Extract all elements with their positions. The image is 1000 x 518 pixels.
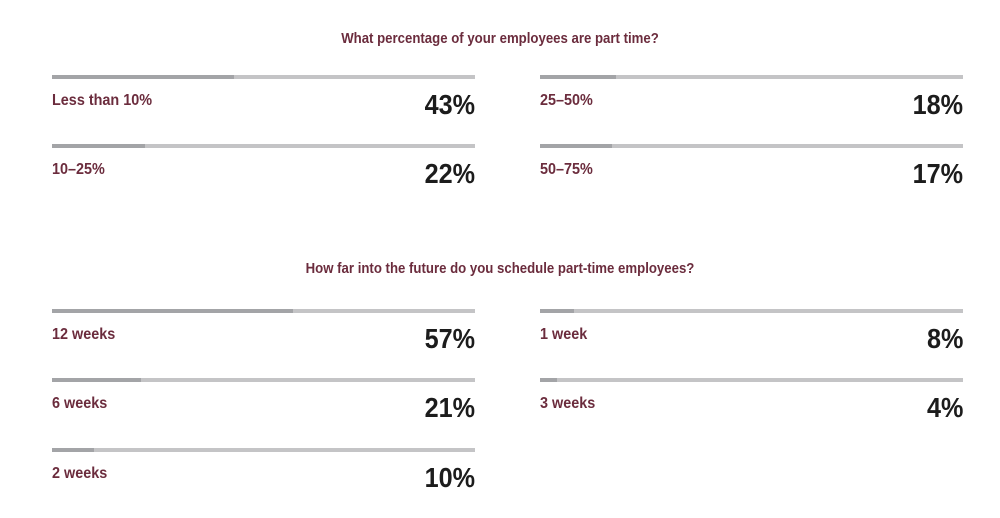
category-label: 1 week xyxy=(540,326,588,343)
bar-fill xyxy=(52,144,145,148)
bar-fill xyxy=(540,75,616,79)
value-label: 10% xyxy=(424,462,475,493)
category-label: 3 weeks xyxy=(540,395,596,412)
chart-title: What percentage of your employees are pa… xyxy=(341,30,659,47)
category-label: 10–25% xyxy=(52,161,105,178)
bar-fill xyxy=(540,144,612,148)
value-label: 4% xyxy=(926,392,963,423)
bar-fill xyxy=(52,378,141,382)
stat-less-than-10: Less than 10% 43% xyxy=(52,75,475,145)
value-label: 17% xyxy=(912,158,963,189)
bar-track xyxy=(540,75,963,79)
category-label: 2 weeks xyxy=(52,465,108,482)
stat-6-weeks: 6 weeks 21% xyxy=(52,378,475,448)
stat-10-25: 10–25% 22% xyxy=(52,144,475,214)
chart-title: How far into the future do you schedule … xyxy=(305,260,695,277)
value-label: 21% xyxy=(424,392,475,423)
bar-fill xyxy=(52,75,234,79)
stat-12-weeks: 12 weeks 57% xyxy=(52,309,475,379)
value-label: 57% xyxy=(424,323,475,354)
bar-fill xyxy=(540,378,557,382)
stat-2-weeks: 2 weeks 10% xyxy=(52,448,475,518)
category-label: 12 weeks xyxy=(52,326,116,343)
bar-track xyxy=(52,144,475,148)
stat-3-weeks: 3 weeks 4% xyxy=(540,378,963,448)
bar-fill xyxy=(540,309,574,313)
bar-fill xyxy=(52,448,94,452)
stat-50-75: 50–75% 17% xyxy=(540,144,963,214)
bar-track xyxy=(540,309,963,313)
stat-25-50: 25–50% 18% xyxy=(540,75,963,145)
category-label: Less than 10% xyxy=(52,92,153,109)
stat-1-week: 1 week 8% xyxy=(540,309,963,379)
value-label: 43% xyxy=(424,89,475,120)
bar-track xyxy=(540,144,963,148)
bar-track xyxy=(52,75,475,79)
category-label: 6 weeks xyxy=(52,395,108,412)
bar-track xyxy=(52,378,475,382)
category-label: 50–75% xyxy=(540,161,593,178)
bar-fill xyxy=(52,309,293,313)
value-label: 22% xyxy=(424,158,475,189)
value-label: 18% xyxy=(912,89,963,120)
bar-track xyxy=(540,378,963,382)
value-label: 8% xyxy=(926,323,963,354)
bar-track xyxy=(52,448,475,452)
category-label: 25–50% xyxy=(540,92,593,109)
